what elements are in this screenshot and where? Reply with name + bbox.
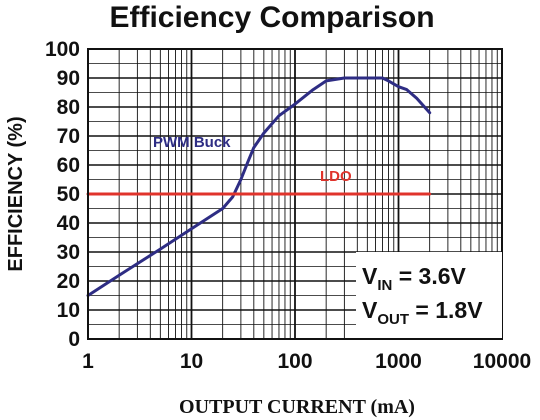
y-tick-label: 0 [68, 328, 80, 351]
y-tick-label: 60 [57, 154, 80, 177]
conditions-box [356, 252, 502, 338]
y-tick-label: 70 [57, 125, 80, 148]
chart-title: Efficiency Comparison [109, 1, 434, 34]
vin-value: = 3.6V [392, 263, 466, 289]
vin-annotation: VIN = 3.6V [362, 263, 467, 294]
vout-subscript: OUT [377, 311, 409, 328]
series-label-ldo: LDO [320, 168, 352, 185]
x-tick-label: 10000 [473, 350, 531, 373]
x-tick-labels: 1 10 100 1000 10000 [82, 350, 531, 373]
x-tick-label: 1 [82, 350, 94, 373]
y-axis-label: EFFICIENCY (%) [5, 116, 27, 271]
x-axis-label: OUTPUT CURRENT (mA) [179, 396, 415, 418]
vout-main: V [362, 297, 378, 323]
vin-main: V [362, 263, 378, 289]
x-tick-label: 100 [277, 350, 312, 373]
x-tick-label: 10 [180, 350, 203, 373]
y-tick-label: 90 [57, 67, 80, 90]
series-line-pwm-buck [86, 76, 432, 297]
y-tick-label: 100 [45, 38, 80, 61]
vin-subscript: IN [377, 277, 392, 294]
plot-frame [87, 48, 503, 340]
y-tick-label: 80 [57, 96, 80, 119]
y-tick-label: 50 [57, 183, 80, 206]
y-tick-label: 40 [57, 212, 80, 235]
y-tick-label: 30 [57, 241, 80, 264]
x-tick-label: 1000 [375, 350, 422, 373]
vout-annotation: VOUT = 1.8V [362, 297, 483, 328]
series-label-pwm-buck: PWM Buck [153, 134, 231, 151]
y-tick-labels: 0 10 20 30 40 50 60 70 80 90 100 [45, 38, 80, 351]
y-tick-label: 10 [57, 299, 80, 322]
y-tick-label: 20 [57, 270, 80, 293]
vout-value: = 1.8V [409, 297, 483, 323]
series-lines [86, 76, 432, 297]
